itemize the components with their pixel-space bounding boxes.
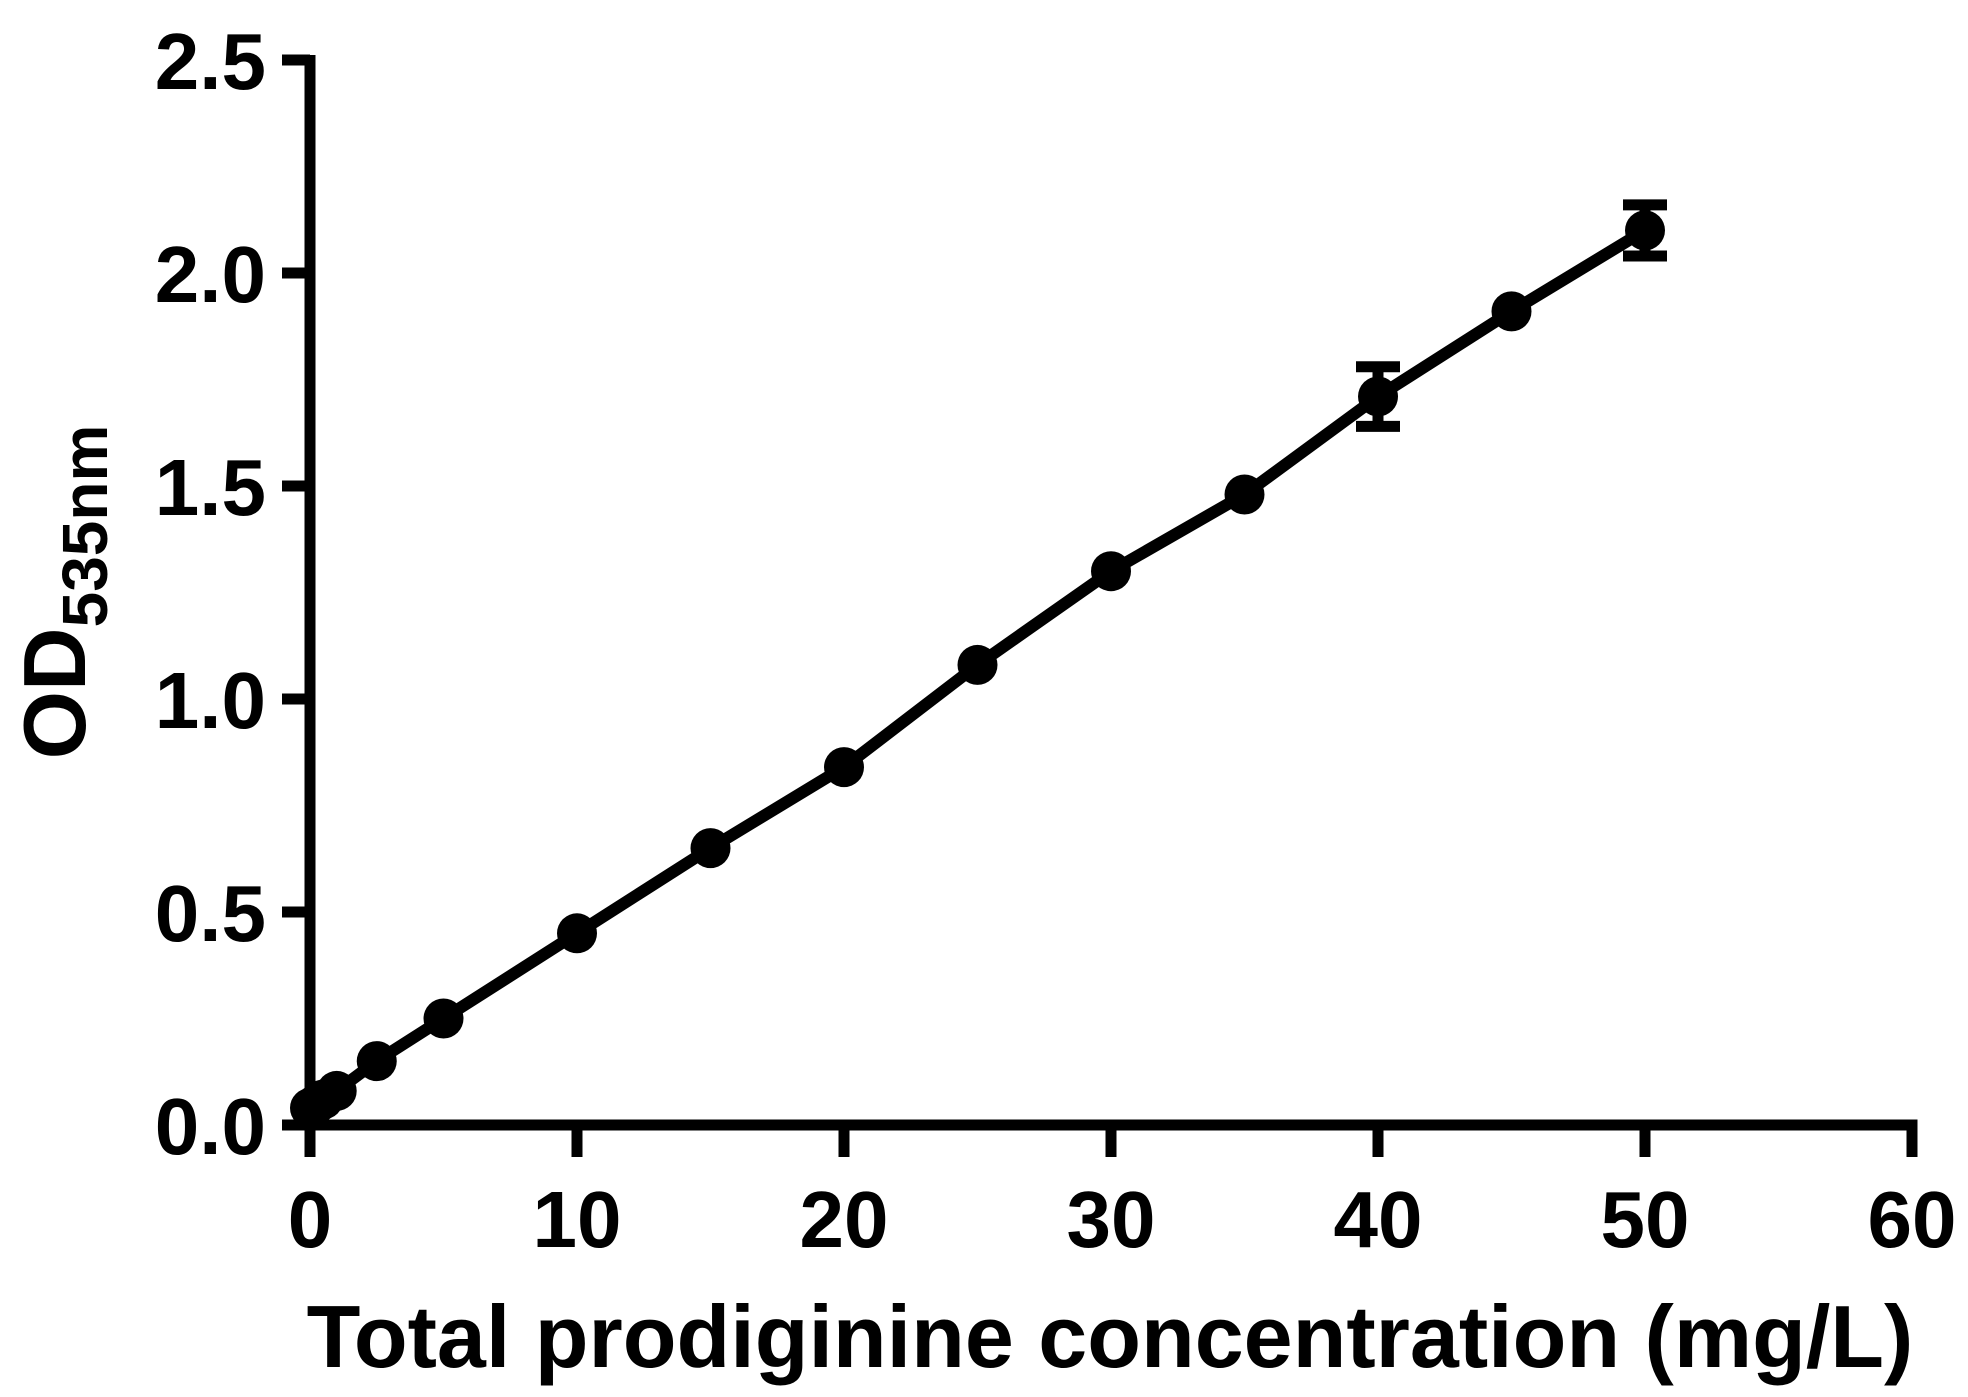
data-point [1224,474,1265,515]
x-axis-title: Total prodiginine concentration (mg/L) [307,1287,1914,1386]
x-tick-label: 30 [1067,1175,1156,1264]
y-tick-label: 1.0 [155,656,266,745]
data-point [356,1041,397,1082]
y-axis-title: OD535nm [5,425,121,760]
data-point [1358,376,1398,417]
data-point [1625,210,1665,251]
x-tick-label: 40 [1334,1175,1423,1264]
x-tick-label: 20 [800,1175,889,1264]
data-point [557,913,597,954]
data-point [1491,291,1532,332]
data-series-layer [290,199,1667,1128]
y-axis-title-main: OD [5,627,104,759]
axes-layer: 0.0 0.5 1.0 1.5 2.0 2.5 0 10 20 30 40 50 60 [155,17,1957,1264]
y-tick-label: 2.5 [155,17,266,106]
y-tick-label: 2.0 [155,230,266,319]
x-tick-label: 50 [1601,1175,1690,1264]
y-tick-label: 0.5 [155,869,266,958]
y-axis-title-subscript: 535nm [49,425,121,628]
data-point [824,747,864,788]
data-point [423,998,464,1039]
y-tick-label: 1.5 [155,443,266,532]
x-tick-label: 10 [533,1175,622,1264]
data-point [1091,551,1131,592]
x-tick-label: 0 [288,1175,333,1264]
y-tick-label: 0.0 [155,1082,266,1171]
data-point [316,1070,357,1111]
data-point [957,644,998,685]
x-tick-label: 60 [1868,1175,1957,1264]
data-point [690,828,731,869]
